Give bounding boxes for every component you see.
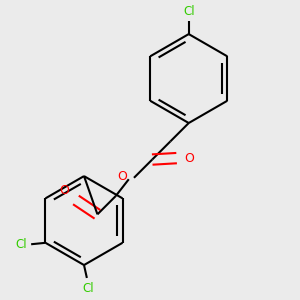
Text: Cl: Cl: [82, 282, 94, 295]
Text: Cl: Cl: [15, 238, 27, 251]
Text: Cl: Cl: [183, 5, 194, 18]
Text: O: O: [117, 170, 127, 183]
Text: O: O: [184, 152, 194, 165]
Text: O: O: [59, 184, 69, 197]
